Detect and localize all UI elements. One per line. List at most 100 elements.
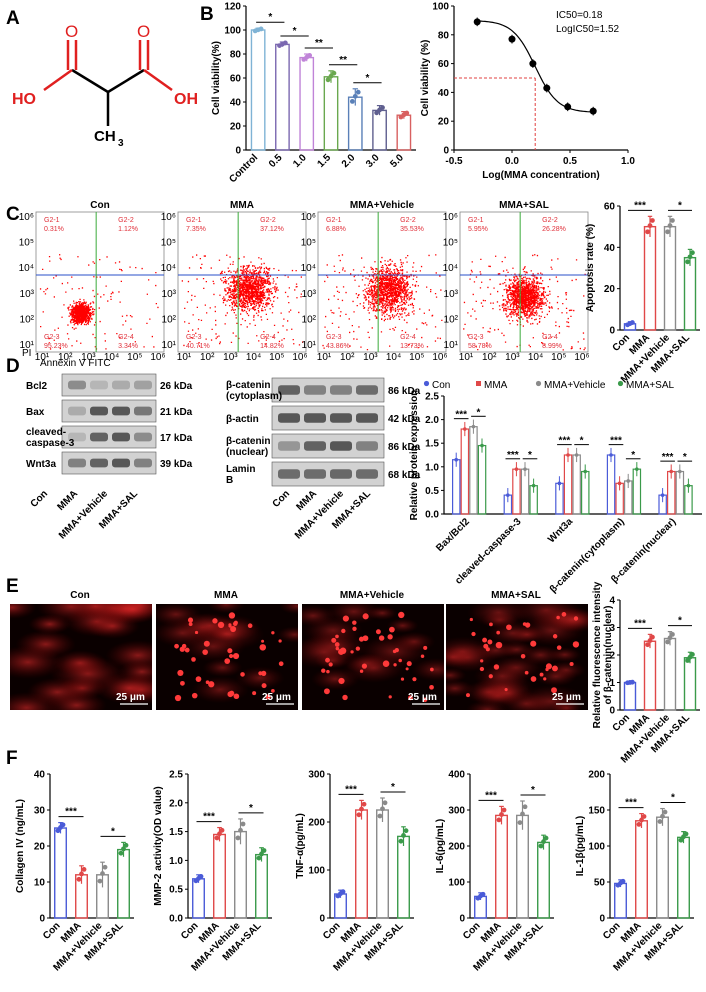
nucleus-spot [180, 680, 185, 686]
data-point [198, 874, 204, 879]
y-tick-label: 0.5 [425, 486, 439, 497]
nucleus-spot [261, 639, 265, 643]
nucleus-spot [359, 669, 364, 673]
bar [397, 835, 410, 919]
data-point [508, 35, 516, 43]
nucleus-spot [271, 631, 275, 635]
quadrant-name: G2-3 [44, 334, 60, 341]
quadrant-value: 58.78% [468, 343, 492, 350]
nucleus-spot [543, 677, 547, 681]
lane-label: Con [271, 488, 293, 510]
data-point [349, 99, 355, 104]
y-tick-label: 150 [588, 806, 605, 817]
nucleus-spot [191, 657, 196, 662]
blot-band [134, 432, 152, 442]
data-point [307, 53, 313, 58]
y-tick-label: 100 [448, 878, 465, 889]
x-tick-label: 1.0 [621, 156, 635, 167]
blot-label: Wnt3a [26, 459, 56, 470]
nucleus-spot [556, 615, 560, 620]
y-tick-label: 40 [34, 770, 46, 781]
cell-body [52, 650, 108, 676]
data-point [480, 891, 486, 897]
quadrant-value: 37.12% [260, 226, 284, 233]
cell-body [10, 604, 37, 619]
significance-marker: ** [339, 55, 347, 66]
y-tick-label: 2.0 [169, 798, 183, 809]
data-point [240, 821, 246, 827]
flow-plot-0: Con G2-1 0.31% G2-2 1.12% G2-3 95.23% G2-4 3.34%… [19, 200, 166, 363]
nucleus-spot [530, 676, 537, 682]
y-tick-label: 1.5 [425, 439, 439, 450]
image-cells [10, 604, 152, 710]
cell-body [326, 604, 381, 625]
nucleus-spot [259, 644, 267, 651]
data-point [256, 855, 262, 861]
scale-label: 25 μm [262, 692, 291, 703]
flow-y-tick: 10⁵ [301, 238, 316, 249]
bar [563, 454, 573, 515]
quadrant-value: 8.99% [542, 343, 562, 350]
cell-body [156, 619, 213, 647]
flow-x-tick: 10¹ [317, 352, 332, 363]
blot-kda: 86 kDa [388, 386, 421, 397]
data-point [531, 483, 536, 488]
flow-y-tick: 10³ [162, 289, 177, 300]
flow-title: MMA [230, 200, 254, 211]
nucleus-spot [551, 687, 557, 694]
y-tick-label: 200 [588, 770, 605, 781]
data-point [235, 835, 241, 841]
bar [683, 256, 697, 331]
cell-body [465, 699, 509, 710]
panel-label-c: C [6, 204, 20, 225]
data-point [328, 73, 334, 79]
data-point [685, 259, 690, 265]
legend-label: MMA+SAL [626, 380, 675, 391]
flow-y-tick: 10² [162, 314, 177, 325]
fluorescence-image-3: MMA+SAL 25 μm [446, 590, 588, 710]
data-point [473, 18, 481, 26]
quadrant-value: 5.95% [468, 226, 488, 233]
data-point [325, 77, 331, 83]
y-axis-label: Cell viability (%) [420, 40, 431, 117]
image-title: MMA+Vehicle [340, 590, 405, 601]
nucleus-spot [545, 667, 549, 672]
flow-title: MMA+SAL [499, 200, 549, 211]
cell-body [446, 679, 474, 698]
data-point [238, 827, 243, 833]
y-tick-label: 100 [224, 26, 241, 37]
nucleus-spot [252, 691, 257, 696]
data-point [480, 443, 484, 448]
nucleus-spot [247, 623, 253, 629]
blot-band [112, 406, 130, 416]
data-point [529, 60, 537, 68]
data-point [650, 634, 655, 640]
nucleus-spot [342, 615, 349, 622]
blot-band [330, 441, 352, 451]
nucleus-spot [184, 647, 190, 653]
significance-marker: *** [203, 812, 215, 823]
bar [255, 853, 268, 919]
flow-x-tick: 10² [482, 352, 497, 363]
flow-y-tick: 10¹ [162, 340, 177, 351]
y-axis-label: Apoptosis rate (%) [585, 224, 596, 312]
flow-frame [177, 211, 307, 353]
y-axis-label: Relative protein expression [409, 390, 420, 521]
y-axis-label: TNF-α(pg/mL) [295, 813, 306, 879]
atom-methyl-subscript: 3 [118, 138, 124, 149]
quadrant-name: G2-1 [326, 217, 342, 224]
nucleus-spot [405, 667, 409, 671]
flow-x-tick: 10³ [505, 352, 520, 363]
nucleus-spot [406, 661, 412, 667]
y-tick-label: 400 [448, 770, 465, 781]
flow-y-tick: 10³ [302, 289, 317, 300]
y-axis-label: IL-6(pg/mL) [435, 819, 446, 873]
fluorescence-image-0: Con 25 μm [10, 590, 152, 710]
nucleus-spot [358, 636, 365, 642]
blot-label-line2: B [226, 475, 233, 486]
nucleus-spot [203, 640, 210, 647]
flow-y-tick: 10² [302, 314, 317, 325]
data-point [55, 828, 61, 834]
bar [250, 29, 266, 151]
data-point [538, 843, 544, 849]
